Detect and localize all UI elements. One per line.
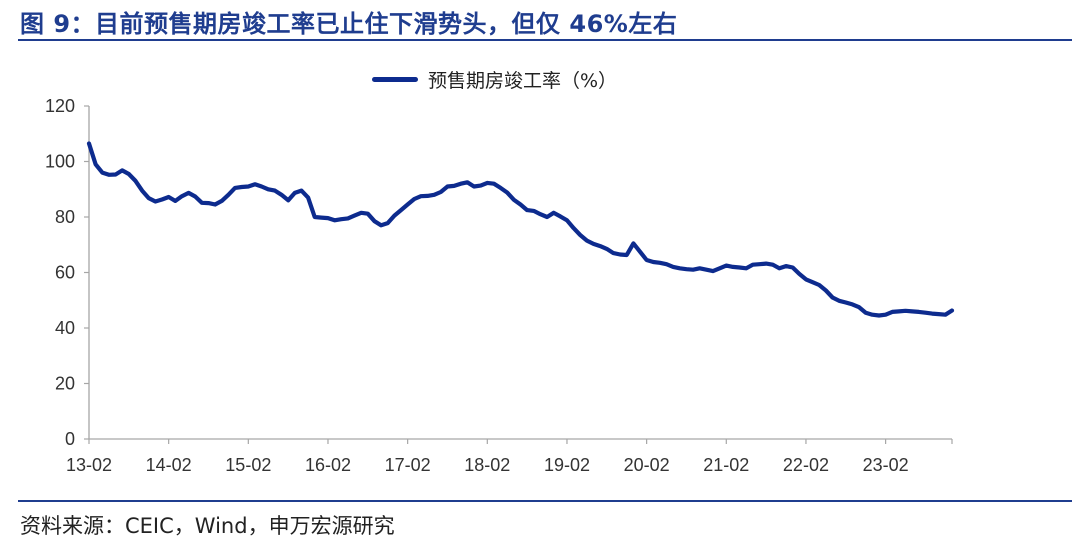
x-tick-label: 22-02: [783, 455, 829, 475]
x-tick-label: 18-02: [464, 455, 510, 475]
x-tick-label: 14-02: [146, 455, 192, 475]
x-tick-label: 23-02: [863, 455, 909, 475]
source-rule: [18, 500, 1072, 502]
series-line: [86, 141, 955, 318]
x-tick-label: 17-02: [385, 455, 431, 475]
chart-axes: [88, 106, 952, 440]
source-note: 资料来源：CEIC，Wind，申万宏源研究: [20, 514, 395, 538]
x-tick-label: 15-02: [225, 455, 271, 475]
x-tick-label: 21-02: [703, 455, 749, 475]
title-rule: [18, 39, 1072, 41]
x-tick-label: 20-02: [624, 455, 670, 475]
x-tick-label: 13-02: [66, 455, 112, 475]
legend: 预售期房竣工率（%）: [372, 66, 617, 93]
y-axis-ticks: 0 20 40 60 80 100 120: [45, 96, 89, 449]
y-tick-label: 20: [55, 374, 75, 394]
legend-swatch: [372, 77, 418, 82]
y-tick-label: 100: [45, 152, 75, 172]
y-tick-label: 40: [55, 318, 75, 338]
y-tick-label: 60: [55, 263, 75, 283]
chart-series: [86, 141, 955, 318]
x-tick-label: 16-02: [305, 455, 351, 475]
x-axis-ticks: 13-02 14-02 15-02 16-02 17-02 18-02 19-02 20-02…: [66, 439, 953, 475]
y-tick-label: 0: [65, 429, 75, 449]
y-tick-label: 120: [45, 96, 75, 116]
x-tick-label: 19-02: [544, 455, 590, 475]
figure-title: 图 9：目前预售期房竣工率已止住下滑势头，但仅 46%左右: [20, 10, 678, 38]
legend-label: 预售期房竣工率（%）: [428, 70, 618, 92]
y-tick-label: 80: [55, 207, 75, 227]
